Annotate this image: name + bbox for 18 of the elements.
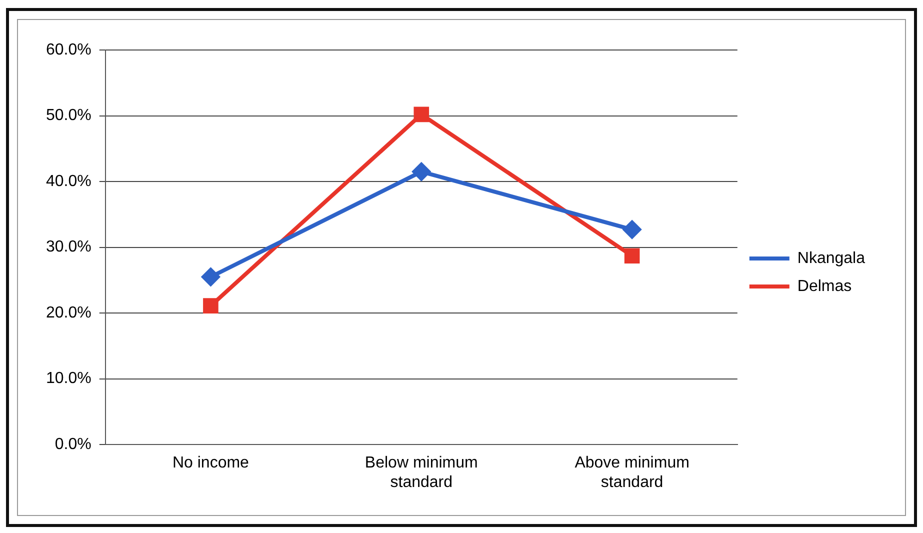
x-tick-label: Above minimum standard <box>574 454 690 491</box>
y-tick-label: 60.0% <box>46 41 92 58</box>
point <box>203 298 218 314</box>
y-tick-label: 40.0% <box>46 172 92 190</box>
x-tick-label: No income <box>172 454 250 472</box>
point <box>623 220 642 239</box>
y-tick-label: 10.0% <box>46 370 92 388</box>
point <box>414 106 430 122</box>
legend-label: Delmas <box>797 278 852 295</box>
point <box>624 248 640 264</box>
y-tick-label: 20.0% <box>46 304 92 322</box>
y-tick-label: 0.0% <box>54 436 92 454</box>
x-tick-label: Below minimum standard <box>364 454 478 491</box>
point <box>412 162 430 181</box>
y-tick-label: 30.0% <box>46 238 92 256</box>
legend-label: Nkangala <box>797 250 866 267</box>
y-tick-label: 50.0% <box>46 107 92 124</box>
point <box>202 268 220 286</box>
